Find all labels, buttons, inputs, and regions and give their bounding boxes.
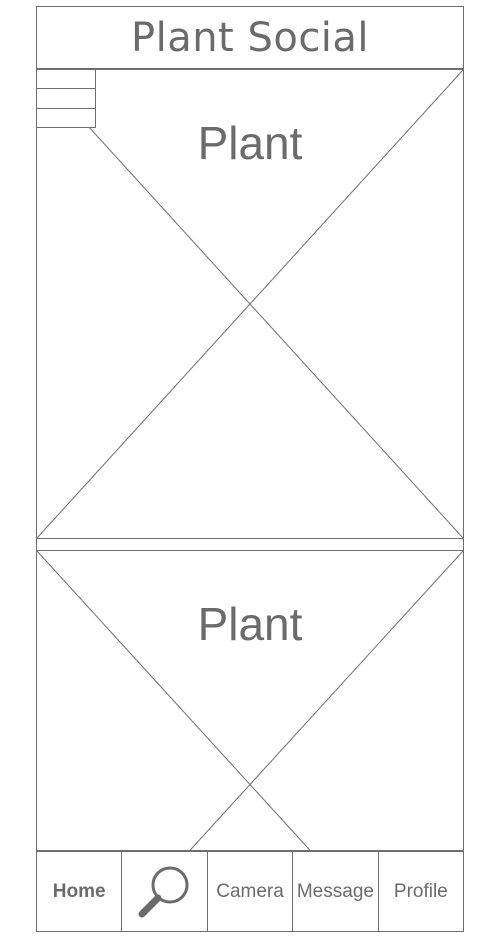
menu-bar <box>37 89 95 109</box>
bottom-nav: Home Camera Message Profile <box>36 851 464 932</box>
search-icon <box>138 866 189 917</box>
nav-home[interactable]: Home <box>37 852 123 931</box>
app-header: Plant Social <box>36 6 464 69</box>
nav-message-label: Message <box>296 880 374 902</box>
nav-camera[interactable]: Camera <box>208 852 294 931</box>
post-title: Plant <box>197 598 303 650</box>
nav-search[interactable] <box>122 852 208 931</box>
menu-bar <box>37 70 95 90</box>
nav-profile[interactable]: Profile <box>379 852 463 931</box>
nav-profile-label: Profile <box>393 880 448 902</box>
hamburger-menu-icon[interactable] <box>36 69 96 128</box>
menu-bar <box>37 109 95 127</box>
nav-camera-label: Camera <box>216 880 284 902</box>
nav-home-label: Home <box>52 880 106 902</box>
app-title: Plant Social <box>130 14 370 61</box>
image-placeholder <box>37 70 463 538</box>
nav-message[interactable]: Message <box>293 852 379 931</box>
feed-post-2[interactable]: Plant <box>36 550 464 851</box>
feed-post-1[interactable]: Plant <box>36 69 464 539</box>
image-placeholder <box>37 551 463 850</box>
post-title: Plant <box>197 117 303 169</box>
